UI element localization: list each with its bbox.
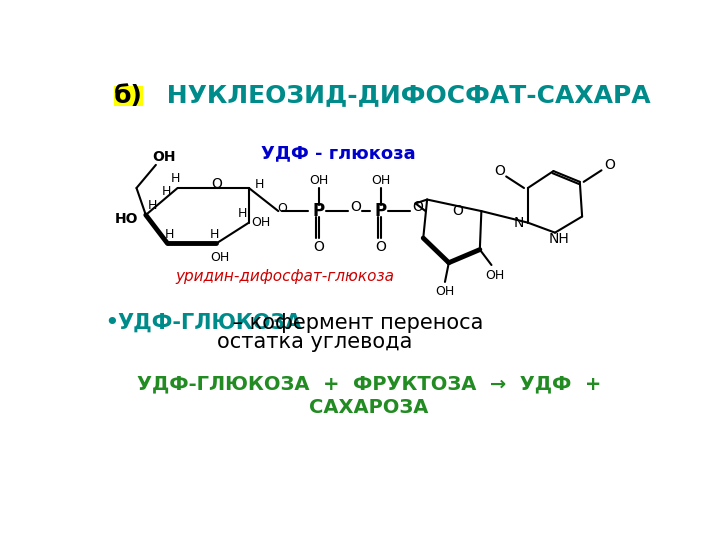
- Text: P: P: [374, 202, 387, 220]
- Text: – кофермент переноса: – кофермент переноса: [225, 313, 483, 333]
- Text: H: H: [210, 228, 219, 241]
- Text: остатка углевода: остатка углевода: [217, 332, 413, 352]
- Text: НУКЛЕОЗИД-ДИФОСФАТ-САХАРА: НУКЛЕОЗИД-ДИФОСФАТ-САХАРА: [158, 84, 651, 107]
- Text: H: H: [148, 199, 157, 212]
- Text: OH: OH: [152, 150, 176, 164]
- Text: OH: OH: [210, 251, 230, 264]
- FancyBboxPatch shape: [114, 85, 143, 106]
- Text: УДФ-ГЛЮКОЗА: УДФ-ГЛЮКОЗА: [117, 313, 302, 333]
- Text: OH: OH: [371, 174, 390, 187]
- Text: NH: NH: [549, 232, 570, 246]
- Text: O: O: [351, 200, 361, 214]
- Text: OH: OH: [309, 174, 328, 187]
- Text: H: H: [162, 185, 171, 198]
- Text: H: H: [165, 228, 174, 241]
- Text: O: O: [375, 240, 386, 253]
- Text: OH: OH: [251, 216, 270, 229]
- Text: уридин-дифосфат-глюкоза: уридин-дифосфат-глюкоза: [175, 269, 395, 284]
- Text: HO: HO: [114, 212, 138, 226]
- Text: OH: OH: [486, 268, 505, 281]
- Text: O: O: [495, 164, 505, 178]
- Text: •: •: [104, 310, 119, 335]
- Text: P: P: [312, 202, 325, 220]
- Text: O: O: [452, 204, 463, 218]
- Text: УДФ - глюкоза: УДФ - глюкоза: [261, 144, 415, 163]
- Text: N: N: [513, 215, 523, 230]
- Text: УДФ-ГЛЮКОЗА  +  ФРУКТОЗА  →  УДФ  +: УДФ-ГЛЮКОЗА + ФРУКТОЗА → УДФ +: [137, 375, 601, 394]
- Text: O: O: [313, 240, 324, 253]
- Text: H: H: [171, 172, 180, 185]
- Text: H: H: [255, 178, 264, 191]
- Text: OH: OH: [436, 285, 454, 298]
- Text: САХАРОЗА: САХАРОЗА: [310, 398, 428, 417]
- Text: O: O: [277, 202, 287, 215]
- Text: O: O: [413, 200, 423, 214]
- Text: O: O: [212, 177, 222, 191]
- Text: H: H: [238, 207, 248, 220]
- Text: б): б): [114, 84, 143, 107]
- Text: O: O: [604, 158, 615, 172]
